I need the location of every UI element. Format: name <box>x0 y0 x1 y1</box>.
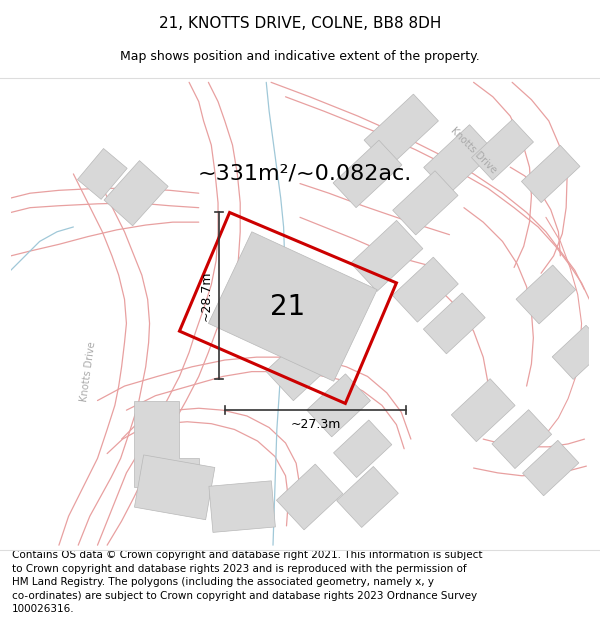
Polygon shape <box>351 221 423 291</box>
Polygon shape <box>516 265 576 324</box>
Polygon shape <box>77 149 127 199</box>
Polygon shape <box>337 466 398 528</box>
Text: Map shows position and indicative extent of the property.: Map shows position and indicative extent… <box>120 51 480 63</box>
Polygon shape <box>307 374 370 437</box>
Polygon shape <box>364 94 439 167</box>
Text: Knotts Drive: Knotts Drive <box>79 341 97 402</box>
Text: Contains OS data © Crown copyright and database right 2021. This information is : Contains OS data © Crown copyright and d… <box>12 550 482 614</box>
Text: 21, KNOTTS DRIVE, COLNE, BB8 8DH: 21, KNOTTS DRIVE, COLNE, BB8 8DH <box>159 16 441 31</box>
Polygon shape <box>492 409 551 469</box>
Text: ~28.7m: ~28.7m <box>199 271 212 321</box>
Polygon shape <box>392 257 458 322</box>
Polygon shape <box>277 464 343 530</box>
Polygon shape <box>208 232 377 381</box>
Polygon shape <box>134 455 215 520</box>
Polygon shape <box>104 161 168 226</box>
Polygon shape <box>451 379 515 442</box>
Text: ~27.3m: ~27.3m <box>290 418 341 431</box>
Polygon shape <box>134 401 199 488</box>
Polygon shape <box>333 140 402 208</box>
Polygon shape <box>266 333 334 401</box>
Polygon shape <box>392 171 458 235</box>
Text: ~331m²/~0.082ac.: ~331m²/~0.082ac. <box>197 164 412 184</box>
Polygon shape <box>521 145 580 202</box>
Polygon shape <box>424 125 494 194</box>
Polygon shape <box>552 325 600 379</box>
Polygon shape <box>209 481 275 532</box>
Polygon shape <box>523 440 579 496</box>
Text: 21: 21 <box>270 294 305 321</box>
Polygon shape <box>334 420 392 478</box>
Text: Knotts Drive: Knotts Drive <box>449 125 499 175</box>
Polygon shape <box>472 119 533 180</box>
Polygon shape <box>424 293 485 354</box>
